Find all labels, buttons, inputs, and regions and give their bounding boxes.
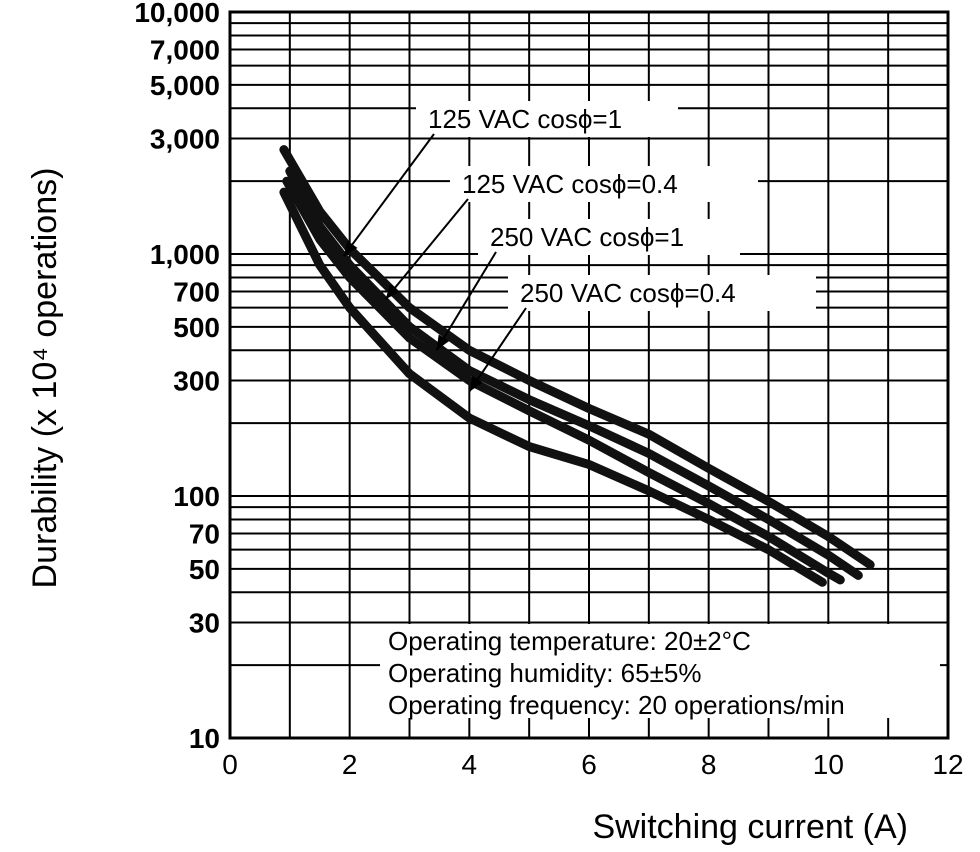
callout-arrowhead (436, 334, 450, 351)
x-tick-label: 12 (932, 749, 963, 780)
y-tick-label: 30 (189, 608, 220, 639)
callout-bg (450, 166, 758, 202)
series-250vac-cos04 (279, 187, 827, 587)
y-tick-label: 1,000 (150, 239, 220, 270)
callout-arrow-line (384, 198, 469, 300)
y-tick-label: 3,000 (150, 124, 220, 155)
y-axis-label: Durability (x 10⁴ operations) (26, 168, 64, 589)
x-axis-label: Switching current (A) (592, 808, 908, 846)
y-tick-label: 700 (173, 276, 220, 307)
series-125vac-cos1 (279, 145, 875, 570)
series-250vac-cos1 (282, 176, 845, 585)
y-tick-label: 7,000 (150, 34, 220, 65)
callout-arrowhead (343, 240, 358, 257)
callout-arrow-line (468, 307, 527, 393)
x-tick-label: 10 (813, 749, 844, 780)
callout-arrowhead (385, 283, 400, 300)
callout-bg (478, 219, 740, 255)
y-tick-label: 300 (173, 366, 220, 397)
plot-frame (228, 10, 950, 740)
y-tick-label: 100 (173, 481, 220, 512)
y-tick-label: 50 (189, 554, 220, 585)
legend-label: 125 VAC cosϕ=1 (428, 104, 622, 134)
legend-label: 250 VAC cosϕ=1 (490, 222, 684, 252)
callout-arrowhead (469, 375, 483, 392)
y-tick-label: 500 (173, 312, 220, 343)
tick-layer: 0 2 4 6 8 10 12 10 30 50 70 100 300 500 700 1,000 3,000 5… (134, 0, 963, 780)
callout-arrow-line (342, 133, 435, 257)
callout-arrow-line (435, 251, 497, 351)
series-layer (279, 145, 875, 587)
y-tick-label: 70 (189, 518, 220, 549)
x-tick-label: 2 (342, 749, 358, 780)
legend-label: 125 VAC cosϕ=0.4 (462, 169, 678, 199)
callout-bg (416, 101, 678, 137)
note-frequency: Operating frequency: 20 operations/min (388, 690, 845, 720)
y-tick-label: 10 (189, 723, 220, 754)
notes-box (380, 624, 940, 718)
note-temperature: Operating temperature: 20±2°C (388, 626, 751, 656)
callout-layer: 125 VAC cosϕ=1 125 VAC cosϕ=0.4 250 VAC co… (342, 101, 816, 393)
note-humidity: Operating humidity: 65±5% (388, 658, 701, 688)
x-tick-label: 6 (581, 749, 597, 780)
x-tick-label: 8 (701, 749, 717, 780)
legend-label: 250 VAC cosϕ=0.4 (520, 278, 736, 308)
y-tick-label: 10,000 (134, 0, 220, 28)
x-tick-label: 4 (462, 749, 478, 780)
y-tick-label: 5,000 (150, 70, 220, 101)
x-tick-label: 0 (222, 749, 238, 780)
series-125vac-cos04 (285, 166, 863, 580)
callout-bg (508, 275, 816, 311)
